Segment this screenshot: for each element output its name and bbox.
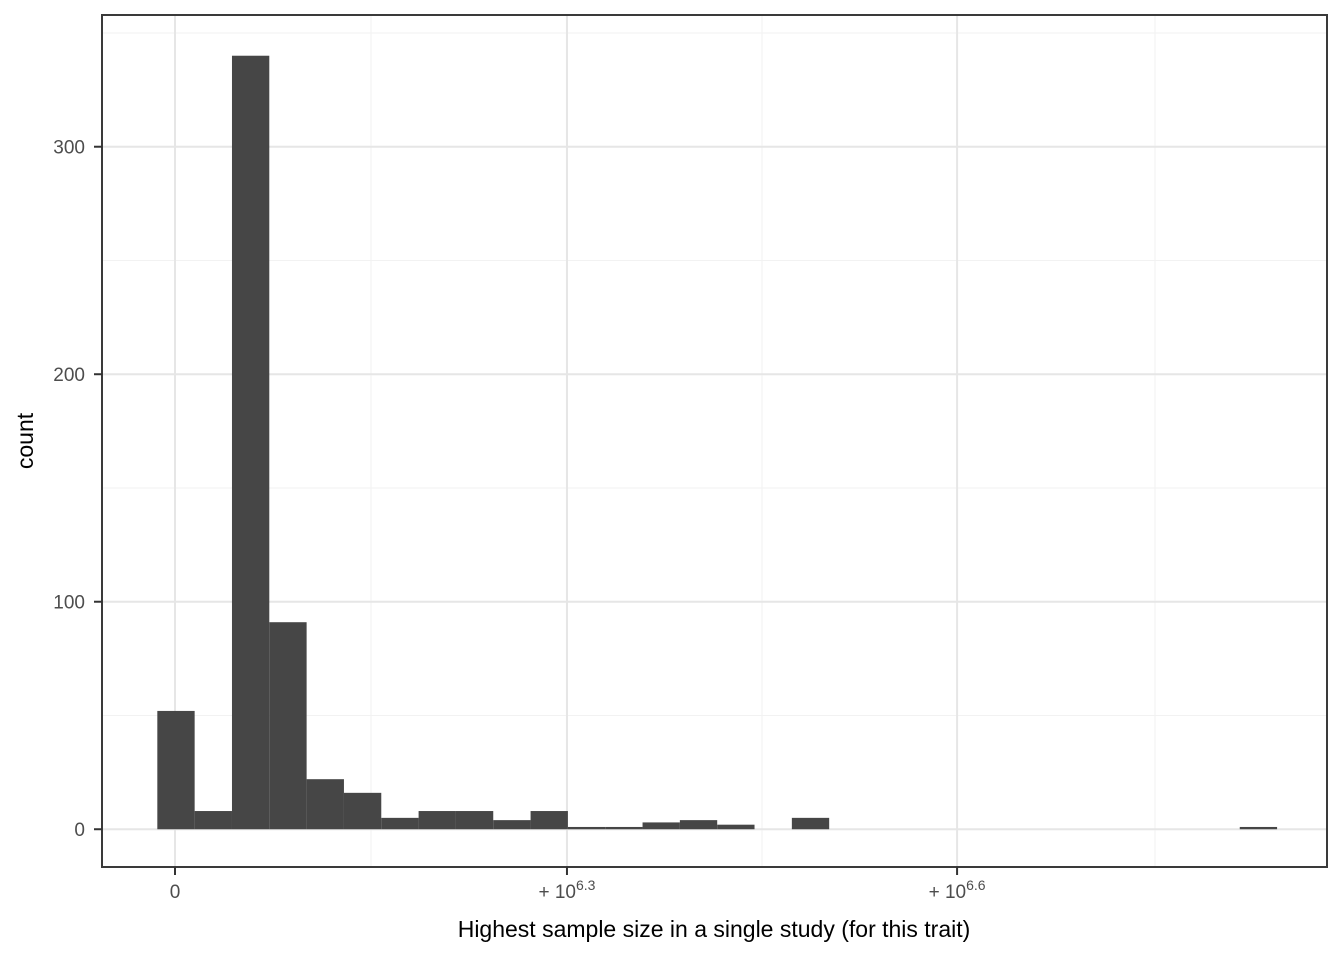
x-tick-label: 0 bbox=[170, 882, 181, 903]
x-tick-label: + 106.3 bbox=[538, 877, 595, 903]
histogram-bar bbox=[493, 820, 531, 830]
axis-tick-labels: 0 100 200 300 0 + 106.3 + 106.6 bbox=[53, 138, 985, 903]
histogram-bar bbox=[642, 822, 680, 830]
histogram-bar bbox=[381, 817, 419, 830]
panel-border bbox=[101, 14, 1328, 868]
axis-ticks bbox=[94, 145, 959, 875]
histogram-bar bbox=[269, 622, 307, 830]
histogram-bar bbox=[194, 811, 232, 830]
histogram-bar bbox=[717, 824, 755, 830]
histogram-bars bbox=[157, 55, 1278, 830]
histogram-bar bbox=[455, 811, 494, 830]
y-tick-label: 300 bbox=[53, 138, 85, 159]
histogram-bar bbox=[231, 55, 270, 830]
x-tick-label: + 106.6 bbox=[929, 877, 986, 903]
y-tick-label: 0 bbox=[74, 820, 85, 841]
histogram-bar bbox=[791, 817, 830, 830]
histogram-bar bbox=[306, 779, 344, 830]
histogram-bar bbox=[679, 820, 718, 830]
y-tick-label: 100 bbox=[53, 593, 85, 614]
histogram-bar bbox=[567, 826, 606, 830]
histogram-bar bbox=[418, 811, 456, 830]
histogram-bar bbox=[530, 811, 568, 830]
x-axis-title: Highest sample size in a single study (f… bbox=[458, 916, 971, 942]
histogram-bar bbox=[157, 710, 195, 830]
histogram-bar bbox=[343, 792, 382, 830]
y-axis-title: count bbox=[12, 412, 38, 469]
y-tick-label: 200 bbox=[53, 365, 85, 386]
histogram-bar bbox=[1239, 826, 1278, 830]
histogram-bar bbox=[605, 826, 643, 830]
